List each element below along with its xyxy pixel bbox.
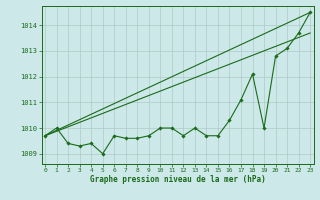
X-axis label: Graphe pression niveau de la mer (hPa): Graphe pression niveau de la mer (hPa) <box>90 175 266 184</box>
